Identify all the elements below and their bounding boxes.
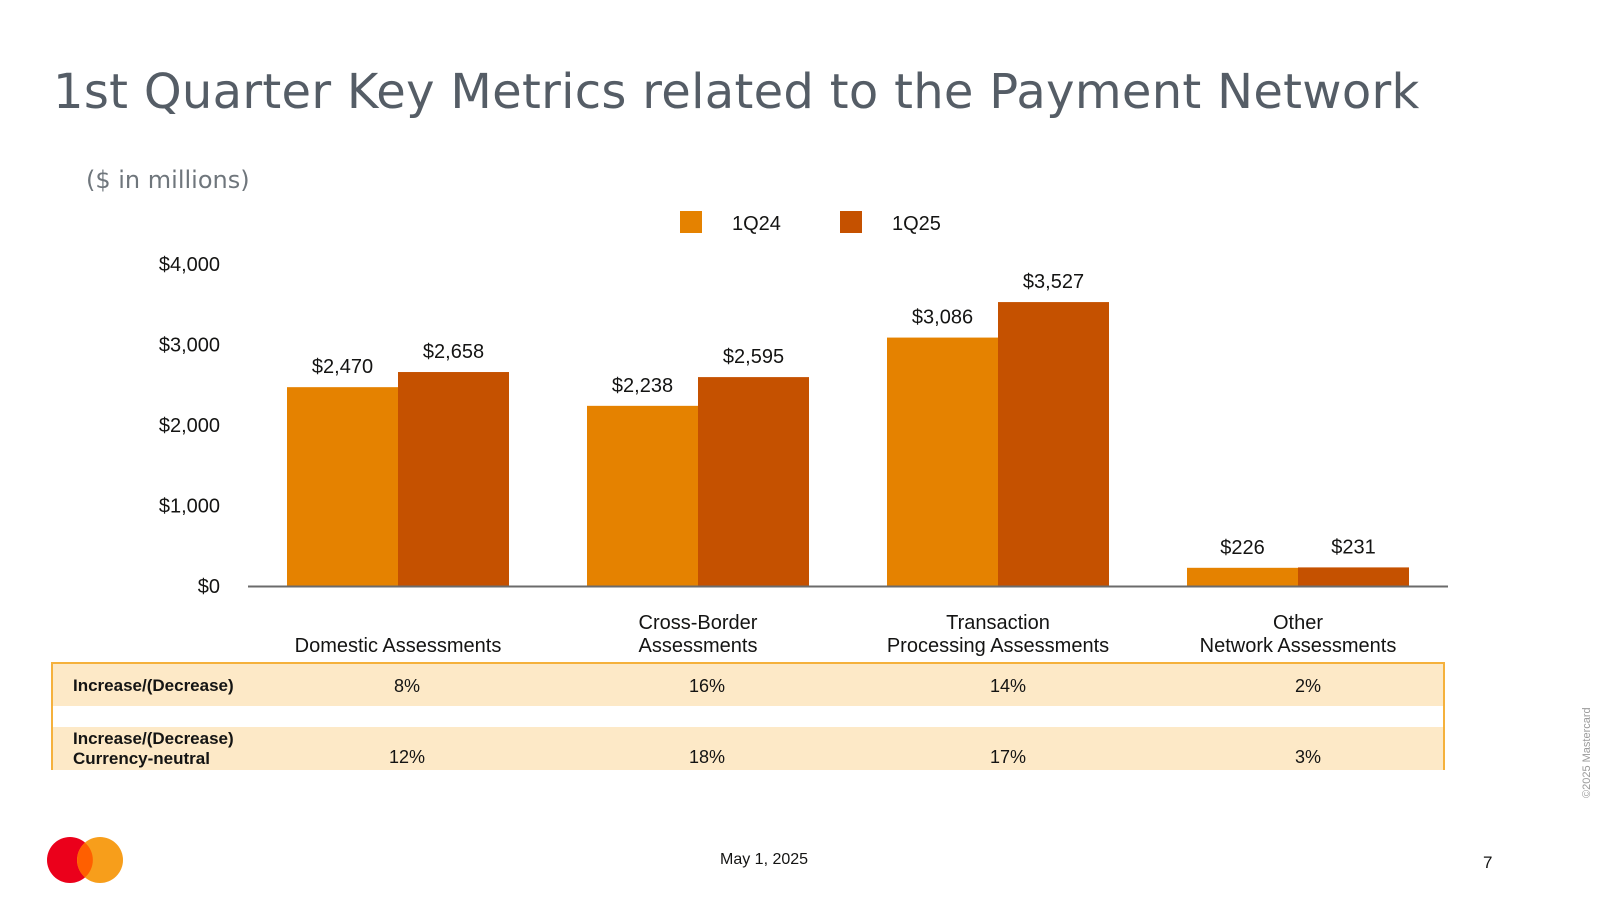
y-tick-label: $4,000 (159, 254, 220, 276)
page-number: 7 (1483, 853, 1493, 872)
x-category-label: Other (1273, 612, 1323, 634)
x-category-label: Processing Assessments (887, 635, 1109, 657)
table-cell: 16% (688, 676, 726, 696)
bar (287, 387, 398, 586)
bar (1298, 567, 1409, 586)
row-label-line: Currency-neutral (73, 749, 210, 768)
legend-swatch (680, 211, 702, 233)
table-cell: 18% (688, 747, 726, 767)
row-label-line: Increase/(Decrease) (73, 729, 234, 748)
y-tick-label: $1,000 (159, 496, 220, 518)
table-cell: 12% (388, 747, 426, 767)
y-tick-label: $0 (198, 576, 220, 598)
x-category-label: Assessments (639, 635, 758, 657)
data-label: $3,527 (1023, 271, 1084, 293)
x-category-label: Cross-Border (639, 612, 758, 634)
legend-swatch (840, 211, 862, 233)
page-title: 1st Quarter Key Metrics related to the P… (53, 64, 1420, 120)
logo-overlap (77, 842, 93, 878)
table-cell: 17% (989, 747, 1027, 767)
x-category-label: Domestic Assessments (295, 635, 502, 657)
table-row: Increase/(Decrease) 8% 16% 14% 2% (53, 664, 1443, 706)
bar (398, 372, 509, 586)
bar (587, 405, 698, 586)
table-cell: 3% (1294, 747, 1321, 767)
table-cell: 8% (393, 676, 420, 696)
bar (1187, 567, 1298, 586)
data-label: $231 (1331, 536, 1376, 558)
y-tick-label: $3,000 (159, 335, 220, 357)
row-label: Increase/(Decrease) Currency-neutral (73, 729, 234, 769)
table-row: Increase/(Decrease) Currency-neutral 12%… (53, 727, 1443, 770)
bar (998, 302, 1109, 586)
x-category-label: Transaction (946, 612, 1050, 634)
copyright-notice: ©2025 Mastercard (1581, 707, 1593, 798)
data-label: $2,238 (612, 375, 673, 397)
footer-date: May 1, 2025 (720, 851, 809, 868)
bar (698, 377, 809, 586)
table-cell: 14% (989, 676, 1027, 696)
bar (887, 337, 998, 586)
row-label: Increase/(Decrease) (73, 676, 234, 696)
growth-table: Increase/(Decrease) 8% 16% 14% 2% Increa… (51, 662, 1445, 770)
data-label: $3,086 (912, 307, 973, 329)
table-cell: 2% (1294, 676, 1321, 696)
legend-label: 1Q24 (732, 213, 781, 235)
row-label-line: Increase/(Decrease) (73, 676, 234, 695)
y-tick-label: $2,000 (159, 415, 220, 437)
data-label: $2,595 (723, 346, 784, 368)
legend-label: 1Q25 (892, 213, 941, 235)
data-label: $2,658 (423, 341, 484, 363)
mastercard-logo (47, 837, 123, 883)
data-label: $2,470 (312, 356, 373, 378)
x-category-label: Network Assessments (1200, 635, 1397, 657)
bar-chart: $0 $1,000 $2,000 $3,000 $4,000 $2,470 $2,658 Do… (159, 211, 1448, 657)
data-label: $226 (1220, 537, 1265, 559)
units-subtitle: ($ in millions) (86, 166, 250, 194)
